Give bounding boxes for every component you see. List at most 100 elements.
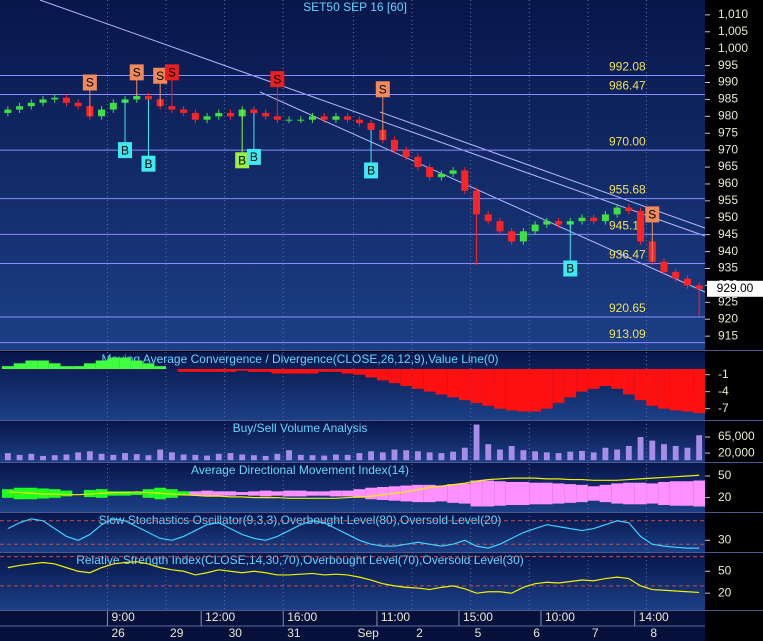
bar xyxy=(485,444,492,461)
y-tick-label: 30 xyxy=(718,532,732,546)
y-tick-label: 945 xyxy=(718,227,738,241)
band-bar xyxy=(365,487,377,500)
signal-label: B xyxy=(566,262,574,276)
band-bar xyxy=(435,485,448,502)
band-bar xyxy=(2,489,14,498)
bar xyxy=(423,369,436,392)
band-bar xyxy=(259,490,272,497)
level-label: 970.00 xyxy=(609,134,646,148)
bar xyxy=(415,451,421,461)
bar xyxy=(192,454,199,461)
candle-body xyxy=(367,123,375,130)
candle-body xyxy=(203,116,211,120)
bar xyxy=(684,447,691,461)
bar xyxy=(25,360,38,369)
bar xyxy=(693,369,705,414)
y-tick-label: 1,000 xyxy=(718,41,748,55)
bar xyxy=(224,369,237,372)
candle-body xyxy=(98,109,106,117)
bar xyxy=(388,369,401,384)
x-tick-label: 16:00 xyxy=(287,610,317,624)
bar xyxy=(283,369,295,374)
bar xyxy=(28,453,35,461)
bar xyxy=(63,454,70,461)
y-tick-label: -4 xyxy=(718,384,729,398)
candle-body xyxy=(180,109,188,113)
bar xyxy=(227,453,234,461)
line xyxy=(7,474,700,499)
candle-body xyxy=(215,112,223,117)
bar xyxy=(248,369,260,372)
signal-marker xyxy=(235,152,250,169)
x-date-label: 30 xyxy=(229,626,243,640)
signal-label: B xyxy=(144,157,152,171)
bar xyxy=(649,440,656,461)
bar xyxy=(189,369,202,372)
band-bar xyxy=(60,490,73,497)
bar xyxy=(168,452,175,461)
bar xyxy=(133,454,140,461)
x-tick-label: 15:00 xyxy=(463,610,493,624)
bar xyxy=(376,369,389,381)
level-label: 945.11 xyxy=(609,218,645,232)
band-bar xyxy=(13,487,26,500)
bar xyxy=(86,451,93,461)
bar xyxy=(107,357,120,369)
bar xyxy=(330,369,342,372)
band-bar xyxy=(201,490,213,497)
y-tick-label: 970 xyxy=(718,142,738,156)
band-bar xyxy=(130,492,143,495)
candle-body xyxy=(437,173,445,178)
bar xyxy=(321,455,328,461)
bar xyxy=(579,450,585,461)
x-date-label: 2 xyxy=(416,626,423,640)
y-tick-label: 935 xyxy=(718,261,738,275)
band-bar xyxy=(107,491,120,496)
band-bar xyxy=(693,480,705,507)
candle-body xyxy=(390,140,399,151)
bar xyxy=(540,369,553,409)
bar xyxy=(98,453,105,461)
signal-label: B xyxy=(250,150,258,164)
bar xyxy=(250,455,257,461)
x-tick-label: 9:00 xyxy=(111,610,135,624)
x-date-label: Sep xyxy=(358,626,380,640)
bar xyxy=(239,454,246,461)
band-bar xyxy=(552,483,565,504)
trend-line xyxy=(259,91,706,293)
y-tick-label: 990 xyxy=(718,75,738,89)
bar xyxy=(517,369,530,412)
x-date-label: 29 xyxy=(170,626,184,640)
level-label: 986.47 xyxy=(609,79,646,93)
signal-label: S xyxy=(156,69,164,83)
candle-body xyxy=(402,150,410,157)
bar xyxy=(576,369,588,392)
candle-body xyxy=(285,119,293,121)
band-bar xyxy=(283,490,295,497)
candle-body xyxy=(555,221,563,225)
candle-body xyxy=(414,156,422,168)
bar xyxy=(555,453,562,461)
candle-body xyxy=(262,112,270,117)
bar xyxy=(344,454,351,461)
bar xyxy=(274,453,281,461)
bar xyxy=(142,363,155,369)
bar xyxy=(262,455,269,461)
bar xyxy=(482,369,495,406)
panel-title: Slow Stochastics Oscillator(9,3,3),Overb… xyxy=(99,513,502,527)
candle-body xyxy=(39,99,47,103)
y-tick-label: 965 xyxy=(718,159,738,173)
last-price-label: 929.00 xyxy=(717,281,754,295)
bar xyxy=(681,369,694,412)
bar xyxy=(435,369,448,395)
bar xyxy=(332,454,339,461)
candle-body xyxy=(625,207,633,212)
signal-marker xyxy=(246,148,261,165)
bar xyxy=(212,369,225,372)
y-tick-label: 925 xyxy=(718,294,738,308)
x-tick-label: 14:00 xyxy=(639,610,669,624)
y-tick-label: 50 xyxy=(718,468,732,482)
band-bar xyxy=(318,491,331,496)
bar xyxy=(669,369,682,411)
